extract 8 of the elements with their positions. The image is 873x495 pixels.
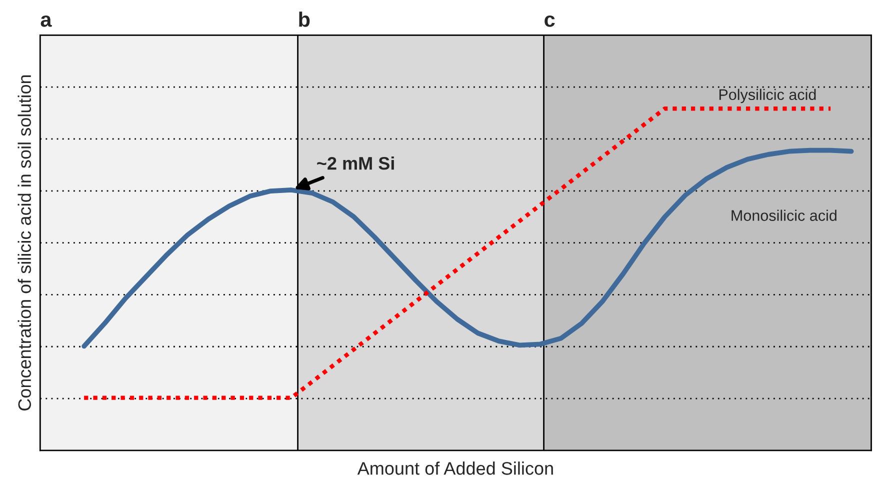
text: Monosilicic acid [732,210,836,221]
y-axis-title: Concentration of silicic acid in soil solution [18,75,32,410]
x-axis-title: Amount of Added Silicon [357,462,553,475]
series-label: Polysilicic acid [719,88,816,104]
text: c [544,15,555,27]
text: a [40,15,52,27]
text: b [299,12,310,27]
annotation: ~2 mM Si [317,156,394,170]
